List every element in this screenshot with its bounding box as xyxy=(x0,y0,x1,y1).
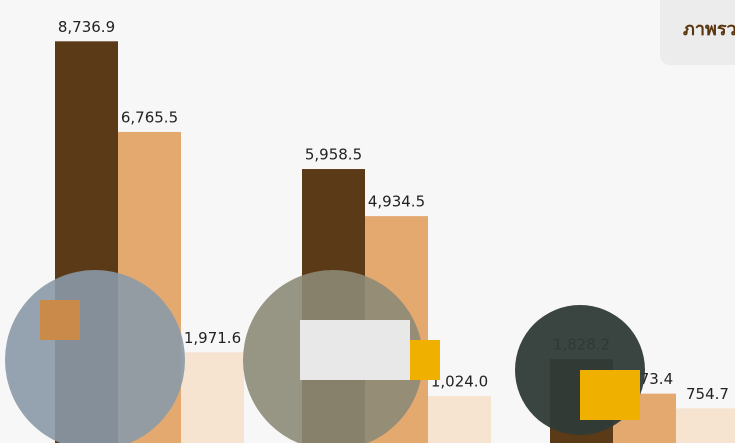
value-label: 1,971.6 xyxy=(184,329,241,347)
truck-cab-icon xyxy=(410,340,440,380)
value-label: 8,736.9 xyxy=(58,18,115,36)
value-label: 4,934.5 xyxy=(368,193,425,211)
bar xyxy=(676,408,735,443)
truck-icon xyxy=(300,320,410,380)
bar xyxy=(181,352,244,443)
machine-icon xyxy=(580,370,640,420)
shelf-icon xyxy=(40,300,80,340)
value-label: 5,958.5 xyxy=(305,146,362,164)
value-label: 754.7 xyxy=(686,385,729,403)
illustration-circle xyxy=(5,270,185,443)
chart: ภาพรว 8,736.9 6,765.5 1,971.6 5,958.5 4,934.… xyxy=(0,0,735,443)
chart-title: ภาพรว xyxy=(683,19,735,40)
page: {"chart_data": {"type": "bar", "title": … xyxy=(0,0,735,443)
bar xyxy=(428,396,491,443)
value-label: 6,765.5 xyxy=(121,108,178,126)
